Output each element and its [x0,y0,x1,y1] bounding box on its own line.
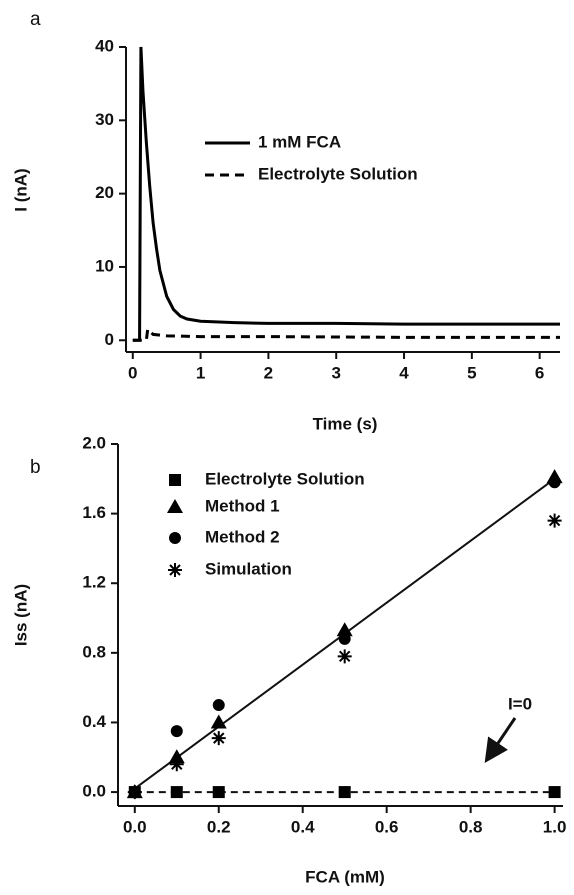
marker-square [338,786,351,799]
marker-asterisk [169,757,184,772]
y-axis-label: Iss (nA) [11,584,30,646]
x-tick-label: 0 [128,363,137,382]
marker-square [170,786,183,799]
y-tick-label: 30 [95,110,114,129]
x-tick-label: 0.0 [123,817,147,836]
y-tick-label: 2.0 [82,433,106,452]
legend-swatch [168,563,182,577]
marker-circle [170,725,183,738]
x-tick-label: 0.6 [375,817,399,836]
line-series [132,326,560,342]
legend-label: Method 2 [205,527,280,546]
marker-asterisk [127,785,142,800]
marker-asterisk [547,513,562,528]
legend-label: Simulation [205,559,292,578]
legend-swatch [169,532,181,544]
legend-item: Method 1 [167,496,280,515]
x-tick-label: 6 [535,363,544,382]
legend-item: Simulation [168,559,292,578]
panel-label: b [30,457,41,478]
y-tick-label: 1.6 [82,503,106,522]
legend-swatch [169,474,181,486]
marker-circle [338,632,351,645]
x-tick-label: 2 [264,363,273,382]
legend-label: Electrolyte Solution [205,469,365,488]
annotation-arrow [484,717,517,763]
x-tick-label: 1 [196,363,205,382]
legend-swatch [167,499,183,513]
y-tick-label: 0.8 [82,642,106,661]
y-tick-label: 20 [95,183,114,202]
marker-circle [548,476,561,489]
y-tick-label: 0 [105,330,114,349]
y-tick-label: 0.4 [82,712,106,731]
legend-item: Electrolyte Solution [169,469,365,488]
marker-asterisk [337,649,352,664]
y-tick-label: 0.0 [82,782,106,801]
panel-label: a [30,9,41,30]
legend-label: 1 mM FCA [258,132,341,151]
x-tick-label: 0.8 [459,817,483,836]
x-tick-label: 5 [467,363,476,382]
x-tick-label: 4 [399,363,409,382]
marker-triangle [210,714,227,729]
annotation: I=0 [508,694,532,713]
x-tick-label: 3 [331,363,340,382]
x-axis-label: Time (s) [313,414,378,433]
y-tick-label: 1.2 [82,573,106,592]
x-tick-label: 0.2 [207,817,231,836]
y-tick-label: 10 [95,256,114,275]
marker-triangle [336,622,353,637]
x-tick-label: 0.4 [291,817,315,836]
marker-circle [212,699,225,712]
y-tick-label: 40 [95,36,114,55]
x-axis-label: FCA (mM) [305,867,385,886]
x-tick-label: 1.0 [543,817,567,836]
line-series [132,46,560,342]
marker-square [548,786,561,799]
legend-label: Method 1 [205,496,280,515]
y-axis-label: I (nA) [11,168,30,211]
marker-asterisk [211,731,226,746]
legend-label: Electrolyte Solution [258,164,418,183]
legend-item: Method 2 [169,527,280,546]
marker-square [212,786,225,799]
